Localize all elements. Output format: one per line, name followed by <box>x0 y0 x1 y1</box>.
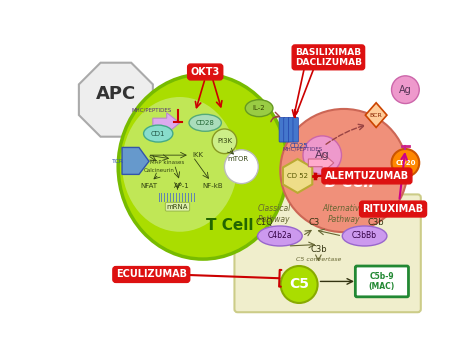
Ellipse shape <box>118 74 288 259</box>
Ellipse shape <box>245 100 273 117</box>
Text: RITUXIMAB: RITUXIMAB <box>363 204 424 214</box>
Polygon shape <box>365 103 387 127</box>
Text: IKK: IKK <box>192 152 203 158</box>
Polygon shape <box>122 147 149 174</box>
FancyBboxPatch shape <box>235 194 421 312</box>
Ellipse shape <box>122 97 237 232</box>
FancyBboxPatch shape <box>356 266 409 297</box>
FancyBboxPatch shape <box>288 117 294 142</box>
Text: OKT3: OKT3 <box>191 67 220 77</box>
Text: MHC/PEPTIDES: MHC/PEPTIDES <box>283 146 323 152</box>
Text: C3: C3 <box>309 218 320 227</box>
Text: MHC/PEPTIDES: MHC/PEPTIDES <box>131 108 172 113</box>
FancyBboxPatch shape <box>279 117 284 142</box>
Text: B Cell: B Cell <box>325 174 374 190</box>
Text: T Cell: T Cell <box>206 219 254 234</box>
Circle shape <box>281 266 318 303</box>
Text: ECULIZUMAB: ECULIZUMAB <box>116 269 187 279</box>
FancyBboxPatch shape <box>293 117 298 142</box>
Text: IL-2: IL-2 <box>253 105 265 111</box>
Text: CD25: CD25 <box>290 143 309 149</box>
Text: Calcineurin: Calcineurin <box>144 168 174 173</box>
Ellipse shape <box>144 125 173 142</box>
Ellipse shape <box>342 226 387 246</box>
Text: AP-1: AP-1 <box>173 183 189 189</box>
Polygon shape <box>283 159 312 193</box>
Text: ALEMTUZUMAB: ALEMTUZUMAB <box>325 171 409 181</box>
Text: NF-kB: NF-kB <box>202 183 223 189</box>
Circle shape <box>225 150 258 184</box>
Circle shape <box>392 76 419 104</box>
FancyBboxPatch shape <box>284 117 289 142</box>
Text: BASILIXIMAB
DACLIZUMAB: BASILIXIMAB DACLIZUMAB <box>295 48 362 67</box>
Text: CD28: CD28 <box>196 120 215 126</box>
Text: C3b: C3b <box>310 245 327 253</box>
Text: C1Q: C1Q <box>255 218 273 227</box>
Text: Alternative
Pathway: Alternative Pathway <box>323 204 365 224</box>
Text: Classical
Pathway: Classical Pathway <box>258 204 291 224</box>
Text: TCR: TCR <box>112 159 124 164</box>
Circle shape <box>303 136 341 174</box>
Polygon shape <box>79 63 153 137</box>
Text: NFAT: NFAT <box>140 183 157 189</box>
Text: MAP kinases: MAP kinases <box>150 160 184 165</box>
Text: PI3K: PI3K <box>217 138 232 144</box>
Circle shape <box>212 129 237 153</box>
Ellipse shape <box>189 114 221 131</box>
Text: CD 52: CD 52 <box>287 173 308 179</box>
Ellipse shape <box>280 109 407 232</box>
Text: CD20: CD20 <box>395 160 416 166</box>
Text: APC: APC <box>96 84 136 103</box>
Text: |||||||||||||: ||||||||||||| <box>158 193 197 202</box>
Text: Ag: Ag <box>399 85 412 95</box>
Text: C4b2a: C4b2a <box>268 231 292 241</box>
Text: mRNA: mRNA <box>167 204 188 210</box>
Text: C3b: C3b <box>368 218 384 227</box>
Polygon shape <box>309 153 334 173</box>
Text: C3bBb: C3bBb <box>352 231 377 241</box>
Text: C5 convertase: C5 convertase <box>296 257 341 262</box>
Text: BCR: BCR <box>370 112 383 117</box>
Text: CD1: CD1 <box>151 131 165 137</box>
Text: Ag: Ag <box>315 150 329 160</box>
Text: mTOR: mTOR <box>227 156 248 162</box>
Circle shape <box>392 149 419 177</box>
Ellipse shape <box>257 226 302 246</box>
Text: C5b-9
(MAC): C5b-9 (MAC) <box>368 272 395 291</box>
Text: C5: C5 <box>289 277 309 292</box>
Polygon shape <box>153 113 180 134</box>
